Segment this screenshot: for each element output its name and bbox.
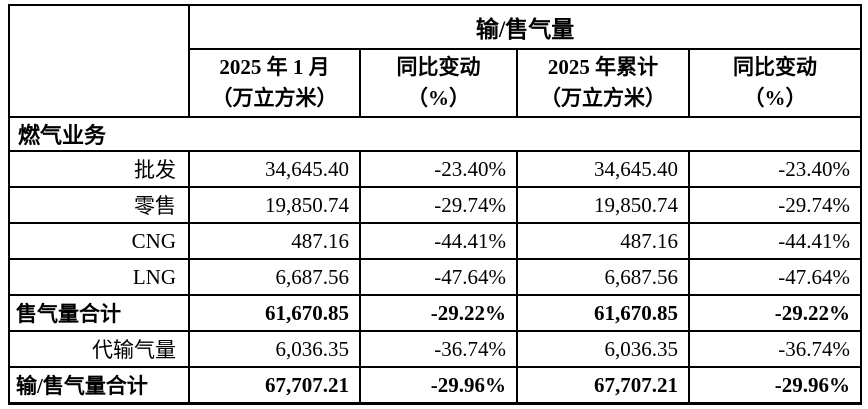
cell-value: -29.74% xyxy=(359,186,518,224)
column-header-line1: 2025 年累计 xyxy=(547,55,659,79)
column-header-line2: （万立方米） xyxy=(540,86,666,110)
table-row-transmission: 代输气量 6,036.35 -36.74% 6,036.35 -36.74% xyxy=(8,330,863,368)
cell-value: 6,687.56 xyxy=(188,258,361,296)
cell-value: 6,036.35 xyxy=(188,330,361,368)
table-header-row-span: 输/售气量 xyxy=(8,4,863,118)
column-header-yoy-cumulative: 同比变动 （%） xyxy=(687,48,863,118)
row-label: 代输气量 xyxy=(8,330,190,368)
section-header: 燃气业务 xyxy=(7,116,863,152)
cell-value: 61,670.85 xyxy=(188,294,361,332)
table-row-cng: CNG 487.16 -44.41% 487.16 -44.41% xyxy=(8,222,863,260)
cell-value: -44.41% xyxy=(359,222,518,260)
cell-value: 61,670.85 xyxy=(516,294,690,332)
cell-value: -29.96% xyxy=(359,366,518,405)
merged-header-volume: 输/售气量 xyxy=(187,4,863,50)
gas-volume-table: 输/售气量 2025 年 1 月 （万立方米） 同比变动 （%） 2025 年累… xyxy=(7,4,863,405)
column-header-line2: （万立方米） xyxy=(211,86,338,110)
column-header-jan: 2025 年 1 月 （万立方米） xyxy=(188,48,361,118)
column-header-yoy-jan: 同比变动 （%） xyxy=(359,48,518,118)
row-label: 输/售气量合计 xyxy=(8,366,190,405)
cell-value: 34,645.40 xyxy=(516,150,690,188)
table-header-row-columns: 2025 年 1 月 （万立方米） 同比变动 （%） 2025 年累计 （万立方… xyxy=(9,48,863,118)
cell-value: -29.74% xyxy=(687,186,863,224)
row-label: LNG xyxy=(8,258,190,296)
section-row-gas-business: 燃气业务 xyxy=(7,116,863,152)
column-header-line1: 同比变动 xyxy=(733,55,817,79)
cell-value: -36.74% xyxy=(359,330,518,368)
cell-value: 6,036.35 xyxy=(516,330,690,368)
table-row-lng: LNG 6,687.56 -47.64% 6,687.56 -47.64% xyxy=(8,258,863,296)
row-label: CNG xyxy=(8,222,190,260)
cell-value: -23.40% xyxy=(359,150,518,188)
cell-value: 67,707.21 xyxy=(516,366,690,405)
table-row-retail: 零售 19,850.74 -29.74% 19,850.74 -29.74% xyxy=(8,186,863,224)
cell-value: 487.16 xyxy=(516,222,690,260)
column-header-line1: 2025 年 1 月 xyxy=(219,55,330,79)
cell-value: -47.64% xyxy=(359,258,518,296)
cell-value: -29.96% xyxy=(687,366,863,405)
cell-value: 19,850.74 xyxy=(188,186,361,224)
table-row-wholesale: 批发 34,645.40 -23.40% 34,645.40 -23.40% xyxy=(8,150,863,188)
cell-value: -23.40% xyxy=(687,150,863,188)
cell-value: -36.74% xyxy=(687,330,863,368)
cell-value: 6,687.56 xyxy=(516,258,690,296)
cell-value: -44.41% xyxy=(687,222,863,260)
row-label: 零售 xyxy=(8,186,190,224)
table-row-grand-total: 输/售气量合计 67,707.21 -29.96% 67,707.21 -29.… xyxy=(8,366,863,405)
cell-value: 19,850.74 xyxy=(516,186,690,224)
cell-value: 34,645.40 xyxy=(188,150,361,188)
cell-value: -47.64% xyxy=(687,258,863,296)
row-label: 售气量合计 xyxy=(8,294,190,332)
empty-corner-cell xyxy=(8,4,190,118)
cell-value: -29.22% xyxy=(359,294,518,332)
column-header-cumulative: 2025 年累计 （万立方米） xyxy=(516,48,690,118)
cell-value: -29.22% xyxy=(687,294,863,332)
column-header-line1: 同比变动 xyxy=(396,55,481,79)
row-label: 批发 xyxy=(8,150,190,188)
cell-value: 487.16 xyxy=(188,222,361,260)
column-header-line2: （%） xyxy=(407,86,470,110)
column-header-line2: （%） xyxy=(743,86,807,110)
table-row-sales-subtotal: 售气量合计 61,670.85 -29.22% 61,670.85 -29.22… xyxy=(8,294,863,332)
cell-value: 67,707.21 xyxy=(188,366,361,405)
